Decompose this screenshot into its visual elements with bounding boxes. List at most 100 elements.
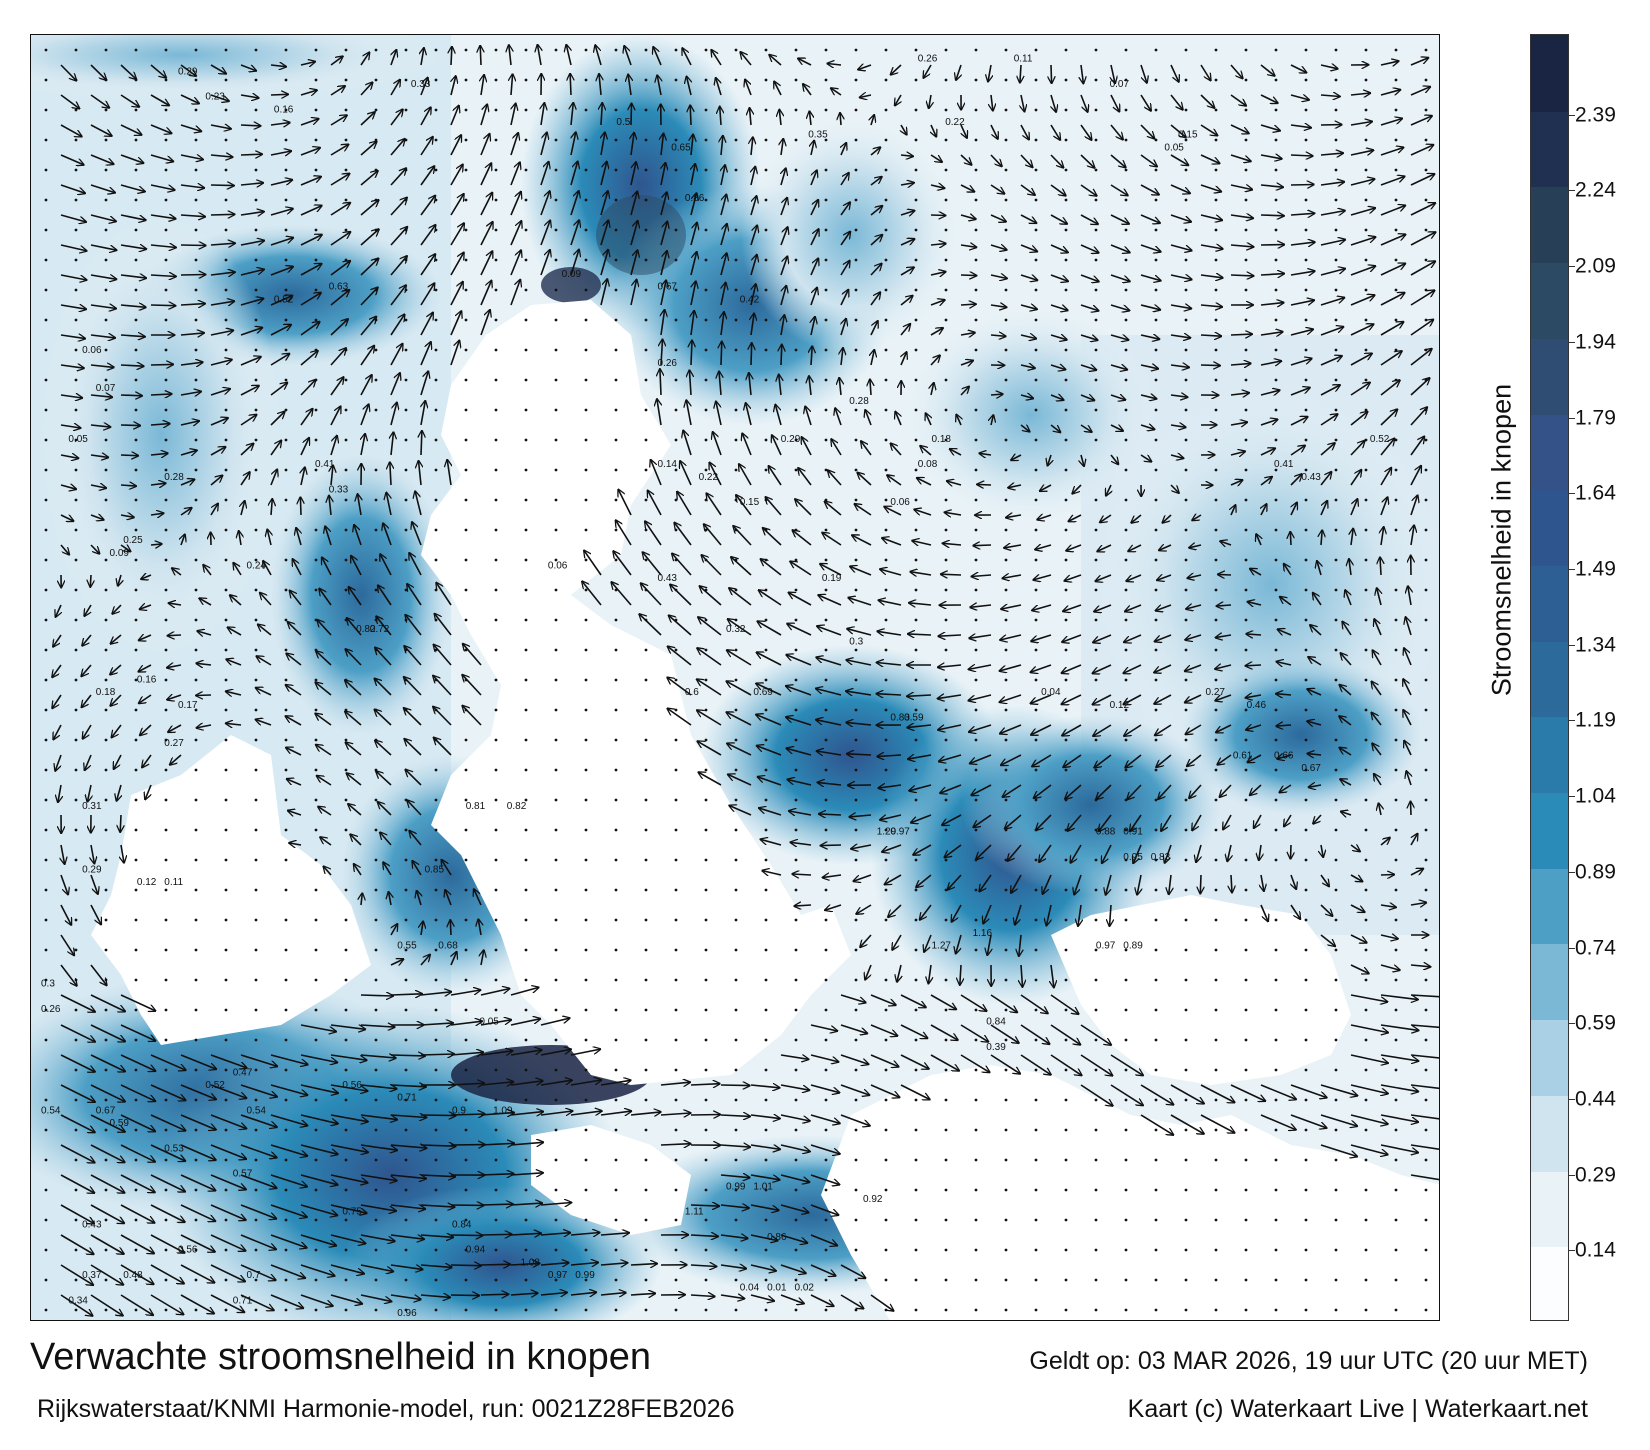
grid-dot bbox=[764, 588, 768, 592]
grid-dot bbox=[434, 1278, 438, 1282]
colorbar-tick-mark bbox=[1569, 417, 1575, 419]
grid-dot bbox=[974, 648, 978, 652]
grid-dot bbox=[1394, 918, 1398, 922]
grid-dot bbox=[1034, 468, 1038, 472]
current-vector-arrow bbox=[60, 485, 76, 489]
grid-dot bbox=[704, 498, 708, 502]
current-vector-arrow bbox=[1080, 424, 1092, 432]
current-vector-arrow bbox=[908, 634, 932, 635]
grid-dot bbox=[734, 168, 738, 172]
grid-dot bbox=[734, 468, 738, 472]
grid-dot bbox=[1184, 528, 1188, 532]
current-vector-arrow bbox=[360, 141, 377, 156]
grid-dot bbox=[704, 48, 708, 52]
speed-value-label: 0.56 bbox=[342, 1080, 362, 1091]
current-vector-arrow bbox=[763, 528, 782, 546]
grid-dot bbox=[1094, 108, 1098, 112]
grid-dot bbox=[44, 348, 48, 352]
grid-dot bbox=[1184, 558, 1188, 562]
grid-dot bbox=[974, 948, 978, 952]
current-vector-arrow bbox=[412, 522, 422, 546]
current-vector-arrow bbox=[1220, 541, 1232, 545]
current-vector-arrow bbox=[691, 311, 694, 336]
current-vector-arrow bbox=[901, 124, 907, 135]
grid-dot bbox=[224, 768, 228, 772]
grid-dot bbox=[944, 1218, 948, 1222]
grid-dot bbox=[314, 288, 318, 292]
current-vector-arrow bbox=[769, 55, 782, 66]
grid-dot bbox=[344, 858, 348, 862]
current-vector-arrow bbox=[870, 321, 878, 336]
grid-dot bbox=[104, 348, 108, 352]
grid-dot bbox=[524, 1158, 528, 1162]
current-vector-arrow bbox=[628, 74, 631, 96]
current-vector-arrow bbox=[210, 330, 233, 336]
grid-dot bbox=[44, 1278, 48, 1282]
current-vector-arrow bbox=[240, 328, 262, 336]
current-vector-arrow bbox=[300, 206, 322, 216]
colorbar-tick-mark bbox=[1569, 796, 1575, 798]
grid-dot bbox=[974, 228, 978, 232]
grid-dot bbox=[194, 468, 198, 472]
current-vector-arrow bbox=[360, 375, 372, 396]
grid-dot bbox=[1334, 378, 1338, 382]
grid-dot bbox=[704, 318, 708, 322]
grid-dot bbox=[824, 48, 828, 52]
grid-dot bbox=[134, 948, 138, 952]
current-vector-arrow bbox=[330, 377, 344, 396]
grid-dot bbox=[674, 708, 678, 712]
grid-dot bbox=[614, 1158, 618, 1162]
current-vector-arrow bbox=[330, 86, 345, 96]
grid-dot bbox=[734, 438, 738, 442]
grid-dot bbox=[1094, 438, 1098, 442]
colorbar-tick-label: 0.59 bbox=[1575, 1011, 1616, 1035]
current-vector-arrow bbox=[480, 1234, 512, 1235]
speed-value-label: 0.16 bbox=[137, 675, 157, 686]
grid-dot bbox=[1094, 678, 1098, 682]
grid-dot bbox=[284, 1248, 288, 1252]
grid-dot bbox=[1334, 438, 1338, 442]
grid-dot bbox=[1244, 138, 1248, 142]
current-vector-arrow bbox=[1131, 514, 1142, 523]
current-speed-map: 0.29 0.23 0.16 0.33 0.5 0.65 0.26 0.86 0.67 0.42 0… bbox=[30, 34, 1440, 1321]
grid-dot bbox=[944, 1128, 948, 1132]
grid-dot bbox=[614, 228, 618, 232]
speed-value-label: 0.91 bbox=[1123, 827, 1143, 838]
grid-dot bbox=[914, 1308, 918, 1312]
grid-dot bbox=[974, 378, 978, 382]
grid-dot bbox=[884, 318, 888, 322]
grid-dot bbox=[1124, 1188, 1128, 1192]
current-vector-arrow bbox=[230, 595, 242, 606]
grid-dot bbox=[554, 498, 558, 502]
current-vector-arrow bbox=[788, 593, 812, 606]
grid-dot bbox=[1244, 258, 1248, 262]
grid-dot bbox=[824, 1038, 828, 1042]
grid-dot bbox=[1364, 1008, 1368, 1012]
grid-dot bbox=[1154, 1278, 1158, 1282]
grid-dot bbox=[1394, 48, 1398, 52]
grid-dot bbox=[224, 558, 228, 562]
grid-dot bbox=[284, 768, 288, 772]
speed-value-label: 0.85 bbox=[425, 865, 445, 876]
grid-dot bbox=[854, 78, 858, 82]
current-vector-arrow bbox=[90, 124, 112, 136]
grid-dot bbox=[104, 948, 108, 952]
grid-dot bbox=[284, 348, 288, 352]
grid-dot bbox=[674, 108, 678, 112]
current-vector-arrow bbox=[870, 235, 882, 246]
grid-dot bbox=[824, 558, 828, 562]
speed-value-label: 0.16 bbox=[274, 104, 294, 115]
current-vector-arrow bbox=[1050, 214, 1067, 224]
grid-dot bbox=[404, 1068, 408, 1072]
current-vector-arrow bbox=[480, 310, 490, 336]
current-vector-arrow bbox=[979, 453, 992, 455]
grid-dot bbox=[764, 1068, 768, 1072]
current-vector-arrow bbox=[570, 220, 579, 246]
current-vector-arrow bbox=[1410, 436, 1424, 456]
grid-dot bbox=[134, 228, 138, 232]
grid-dot bbox=[1394, 1128, 1398, 1132]
grid-dot bbox=[254, 1098, 258, 1102]
current-vector-arrow bbox=[631, 133, 634, 156]
grid-dot bbox=[1064, 168, 1068, 172]
current-vector-arrow bbox=[1170, 64, 1179, 82]
